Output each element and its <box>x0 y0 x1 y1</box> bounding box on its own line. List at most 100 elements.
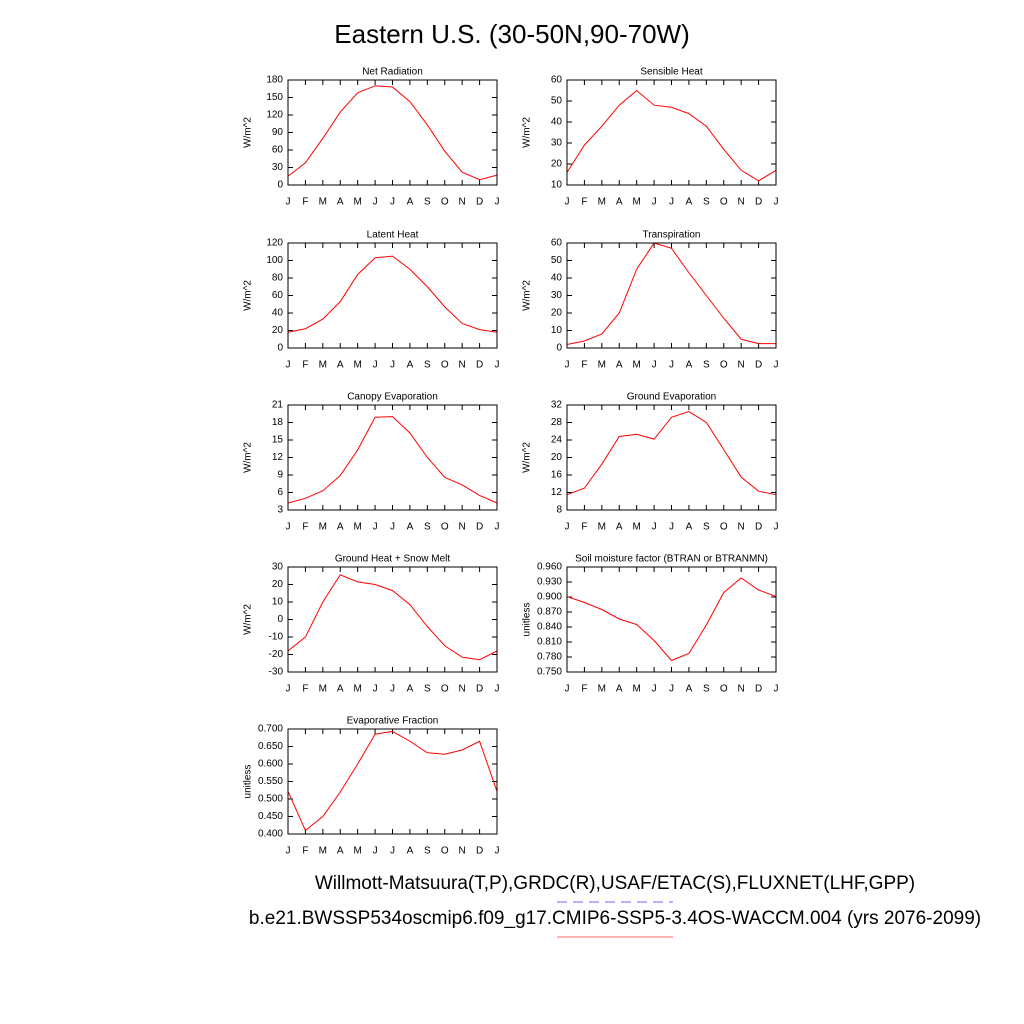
y-tick-label: 0.500 <box>258 794 283 805</box>
y-tick-label: 60 <box>551 238 563 249</box>
x-tick-label: D <box>476 684 483 695</box>
y-tick-label: 20 <box>551 452 563 463</box>
x-tick-label: S <box>703 522 710 533</box>
x-tick-label: D <box>476 522 483 533</box>
x-tick-label: S <box>424 846 431 857</box>
main-title: Eastern U.S. (30-50N,90-70W) <box>334 19 689 49</box>
x-tick-label: O <box>441 197 449 208</box>
y-tick-label: 32 <box>551 400 563 411</box>
footer-text: b.e21.BWSSP534oscmip6.f09_g17.CMIP6-SSP5… <box>249 908 981 929</box>
x-tick-label: N <box>738 360 745 371</box>
y-tick-label: 0.930 <box>537 577 562 588</box>
x-tick-label: J <box>390 846 395 857</box>
y-tick-label: 15 <box>272 435 284 446</box>
y-tick-label: 40 <box>551 273 563 284</box>
x-tick-label: M <box>319 684 327 695</box>
plot-frame <box>287 79 498 186</box>
y-tick-label: 0.600 <box>258 759 283 770</box>
y-tick-label: -20 <box>269 649 284 660</box>
y-tick-label: 0.870 <box>537 607 562 618</box>
x-tick-label: O <box>720 684 728 695</box>
x-tick-label: A <box>337 684 344 695</box>
x-tick-label: J <box>390 522 395 533</box>
x-tick-label: A <box>686 522 693 533</box>
x-tick-label: O <box>720 360 728 371</box>
y-tick-label: 120 <box>266 110 283 121</box>
x-tick-label: D <box>755 360 762 371</box>
x-tick-label: J <box>373 360 378 371</box>
x-tick-label: J <box>495 522 500 533</box>
x-tick-label: F <box>581 360 587 371</box>
x-tick-label: F <box>302 846 308 857</box>
x-tick-label: M <box>319 360 327 371</box>
y-tick-label: 30 <box>551 138 563 149</box>
x-tick-label: S <box>424 522 431 533</box>
x-tick-label: M <box>319 846 327 857</box>
x-tick-label: A <box>407 846 414 857</box>
y-tick-label: 8 <box>556 505 562 516</box>
x-tick-label: A <box>337 846 344 857</box>
x-tick-label: F <box>581 684 587 695</box>
y-tick-label: 0.550 <box>258 776 283 787</box>
x-tick-label: J <box>652 360 657 371</box>
y-tick-label: 6 <box>277 487 283 498</box>
x-tick-label: M <box>353 684 361 695</box>
y-axis-label: W/m^2 <box>243 604 254 635</box>
x-tick-label: A <box>337 197 344 208</box>
x-tick-label: J <box>390 360 395 371</box>
x-tick-label: A <box>616 522 623 533</box>
x-tick-label: M <box>632 360 640 371</box>
plot-frame <box>566 566 777 673</box>
x-tick-label: M <box>353 360 361 371</box>
x-tick-label: J <box>565 684 570 695</box>
y-tick-label: 20 <box>551 308 563 319</box>
x-tick-label: J <box>652 522 657 533</box>
y-tick-label: 40 <box>551 117 563 128</box>
x-tick-label: J <box>669 360 674 371</box>
data-line <box>287 730 498 832</box>
plot-frame <box>566 242 777 349</box>
y-tick-label: 10 <box>551 325 563 336</box>
x-tick-label: J <box>495 684 500 695</box>
x-tick-label: S <box>424 684 431 695</box>
y-tick-label: 60 <box>272 145 284 156</box>
y-tick-label: 0.780 <box>537 652 562 663</box>
plot-frame <box>287 728 498 835</box>
x-tick-label: N <box>459 684 466 695</box>
y-tick-label: 20 <box>272 325 284 336</box>
data-line <box>566 411 777 496</box>
x-tick-label: J <box>373 197 378 208</box>
x-tick-label: J <box>373 684 378 695</box>
y-tick-label: 0.840 <box>537 622 562 633</box>
plot-frame <box>287 566 498 673</box>
x-tick-label: J <box>565 197 570 208</box>
x-tick-label: A <box>616 360 623 371</box>
x-tick-label: M <box>598 522 606 533</box>
y-tick-label: 20 <box>551 159 563 170</box>
x-tick-label: J <box>669 522 674 533</box>
x-tick-label: J <box>774 197 779 208</box>
x-tick-label: J <box>774 684 779 695</box>
x-tick-label: J <box>565 360 570 371</box>
y-tick-label: 16 <box>551 470 563 481</box>
y-tick-label: 0.750 <box>537 667 562 678</box>
x-tick-label: S <box>703 360 710 371</box>
x-tick-label: A <box>686 360 693 371</box>
y-tick-label: 10 <box>272 597 284 608</box>
x-tick-label: F <box>581 197 587 208</box>
x-tick-label: M <box>598 684 606 695</box>
x-tick-label: S <box>703 684 710 695</box>
y-axis-label: unitless <box>243 765 254 799</box>
x-tick-label: M <box>598 360 606 371</box>
x-tick-label: J <box>373 522 378 533</box>
x-tick-label: D <box>476 360 483 371</box>
panel-title: Canopy Evaporation <box>347 392 438 403</box>
x-tick-label: O <box>720 522 728 533</box>
x-tick-label: J <box>390 197 395 208</box>
x-tick-label: A <box>407 522 414 533</box>
x-tick-label: J <box>774 360 779 371</box>
y-tick-label: 28 <box>551 417 563 428</box>
y-axis-label: W/m^2 <box>522 442 533 473</box>
